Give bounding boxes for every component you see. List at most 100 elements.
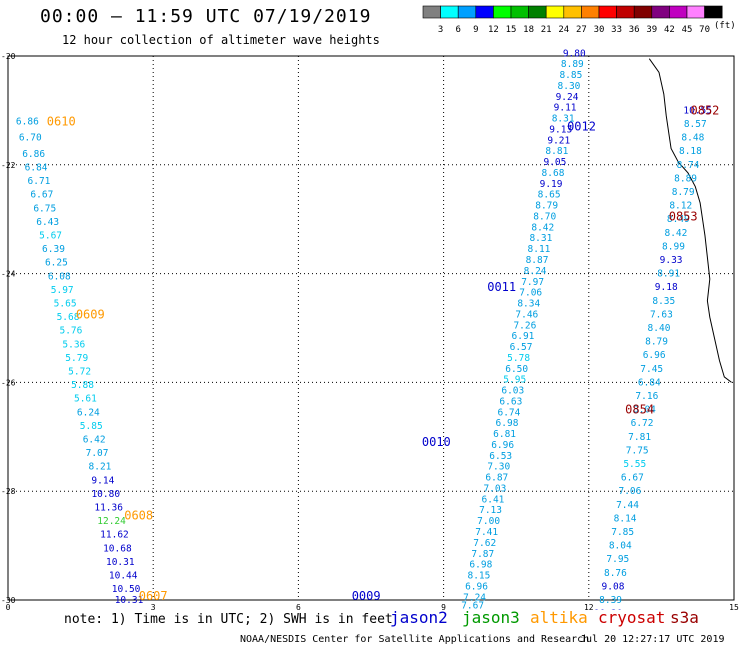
wave-height-value-s3a: 7.44: [616, 500, 639, 511]
wave-height-value-s3a: 8.91: [657, 269, 680, 280]
wave-height-value-s3a: 8.04: [633, 405, 656, 416]
x-tick-label: 12: [584, 603, 594, 610]
wave-height-value-jason3: 6.03: [501, 386, 524, 397]
wave-height-value-jason3: 8.87: [526, 255, 549, 266]
wave-height-value-s3a: 8.76: [604, 568, 627, 579]
wave-height-value-jason3: 9.11: [554, 103, 577, 114]
wave-height-value-s3a: 8.42: [664, 228, 687, 239]
wave-height-value-jason3: 7.06: [519, 288, 542, 299]
wave-height-value-altika: 6.84: [25, 163, 48, 174]
footer-note: note: 1) Time is in UTC; 2) SWH is in fe…: [64, 612, 393, 627]
wave-height-value-s3a: 10.30: [594, 609, 623, 610]
wave-height-value-altika: 10.31: [106, 557, 135, 568]
wave-height-value-altika: 11.36: [94, 503, 123, 514]
color-scale-tick-label: 27: [576, 25, 587, 35]
mission-legend-cryosat: cryosat: [598, 608, 666, 627]
x-tick-label: 0: [6, 603, 11, 610]
wave-height-value-jason3: 8.24: [524, 266, 547, 277]
wave-height-value-jason3: 7.67: [461, 600, 484, 610]
wave-height-value-jason3: 6.50: [505, 364, 528, 375]
wave-height-value-jason3: 8.79: [535, 201, 558, 212]
color-scale-tick-label: 33: [611, 25, 622, 35]
wave-height-value-s3a: 8.79: [645, 337, 668, 348]
wave-height-value-altika: 11.62: [100, 530, 129, 541]
wave-height-value-jason3: 8.30: [558, 81, 581, 92]
pass-label: 0852: [691, 103, 720, 117]
wave-height-value-jason3: 5.95: [503, 375, 526, 386]
mission-legend-jason3: jason3: [462, 608, 520, 627]
wave-height-value-jason3: 7.87: [471, 549, 494, 560]
x-tick-label: 3: [151, 603, 156, 610]
wave-height-value-altika: 5.79: [65, 353, 88, 364]
plot-frame: [7, 55, 735, 601]
wave-height-value-jason3: 7.30: [487, 462, 510, 473]
x-tick-label: 9: [441, 603, 446, 610]
wave-height-value-jason3: 6.57: [510, 342, 533, 353]
wave-height-value-s3a: 8.48: [681, 133, 704, 144]
wave-height-value-s3a: 8.89: [674, 173, 697, 184]
wave-height-value-jason3: 8.65: [538, 190, 561, 201]
wave-height-value-s3a: 8.74: [677, 160, 700, 171]
wave-height-value-jason3: 6.98: [496, 418, 519, 429]
wave-height-value-s3a: 7.45: [640, 364, 663, 375]
wave-height-value-jason3: 9.24: [556, 92, 579, 103]
y-tick-label: -22: [1, 161, 16, 170]
wave-height-value-s3a: 8.40: [648, 323, 671, 334]
wave-height-value-s3a: 8.12: [669, 201, 692, 212]
chart-title: 00:00 – 11:59 UTC 07/19/2019: [40, 6, 372, 27]
coastline: [648, 58, 732, 383]
wave-height-value-jason3: 5.78: [507, 353, 530, 364]
wave-height-value-s3a: 7.75: [626, 445, 649, 456]
color-scale-tick-label: 42: [664, 25, 675, 35]
wave-height-value-altika: 5.72: [68, 367, 91, 378]
wave-height-value-s3a: 7.63: [650, 309, 673, 320]
wave-height-value-altika: 10.31: [115, 595, 144, 606]
wave-height-value-altika: 5.85: [80, 421, 103, 432]
generated-timestamp: Jul 20 12:27:17 UTC 2019: [580, 634, 725, 645]
wave-height-value-s3a: 5.55: [623, 459, 646, 470]
wave-height-value-altika: 6.42: [83, 435, 106, 446]
wave-height-value-jason3: 7.13: [479, 505, 502, 516]
color-scale-tick-label: 15: [506, 25, 517, 35]
wave-height-value-s3a: 8.79: [672, 187, 695, 198]
color-scale-tick-label: 45: [682, 25, 693, 35]
wave-height-value-altika: 10.68: [103, 543, 132, 554]
color-scale-legend: 3 6 9 12 15 18 21 24 27 30 33 36 39 42 45 70: [422, 5, 723, 35]
wave-height-value-jason3: 7.46: [515, 309, 538, 320]
wave-height-value-altika: 6.43: [36, 217, 59, 228]
wave-height-value-altika: 9.14: [91, 475, 114, 486]
mission-legend-s3a: s3a: [670, 608, 699, 627]
wave-height-value-jason3: 7.62: [473, 538, 496, 549]
color-scale-tick-label: 24: [558, 25, 569, 35]
pass-label: 0608: [124, 509, 153, 523]
wave-height-value-jason3: 6.87: [485, 473, 508, 484]
wave-height-value-altika: 12.24: [97, 516, 126, 527]
color-scale-units: (ft): [714, 21, 736, 31]
wave-height-value-s3a: 8.49: [667, 214, 690, 225]
wave-height-value-altika: 6.70: [19, 133, 42, 144]
wave-height-value-jason3: 9.80: [563, 48, 586, 59]
wave-height-value-jason3: 6.41: [482, 494, 505, 505]
wave-height-value-s3a: 6.67: [621, 473, 644, 484]
wave-height-value-altika: 5.68: [57, 312, 80, 323]
wave-height-value-altika: 5.97: [51, 285, 74, 296]
wave-height-value-jason3: 6.91: [512, 331, 535, 342]
wave-height-value-jason3: 8.81: [545, 146, 568, 157]
wave-height-value-jason3: 9.13: [549, 124, 572, 135]
credit-text: NOAA/NESDIS Center for Satellite Applica…: [240, 634, 590, 645]
wave-height-value-jason3: 6.74: [497, 407, 520, 418]
wave-height-value-altika: 6.71: [28, 176, 51, 187]
wave-height-value-s3a: 8.57: [684, 119, 707, 130]
wave-height-value-jason3: 7.00: [477, 516, 500, 527]
wave-height-value-jason3: 7.97: [521, 277, 544, 288]
pass-label: 0853: [669, 209, 698, 223]
wave-height-value-jason3: 8.68: [542, 168, 565, 179]
wave-height-value-altika: 5.67: [39, 231, 62, 242]
pass-label: 0011: [487, 280, 516, 294]
wave-height-value-jason3: 8.42: [531, 222, 554, 233]
mission-legend-altika: altika: [530, 608, 588, 627]
pass-label: 0012: [567, 120, 596, 134]
wave-height-value-altika: 6.75: [33, 203, 56, 214]
x-tick-label: 15: [729, 603, 739, 610]
x-tick-label: 6: [296, 603, 301, 610]
